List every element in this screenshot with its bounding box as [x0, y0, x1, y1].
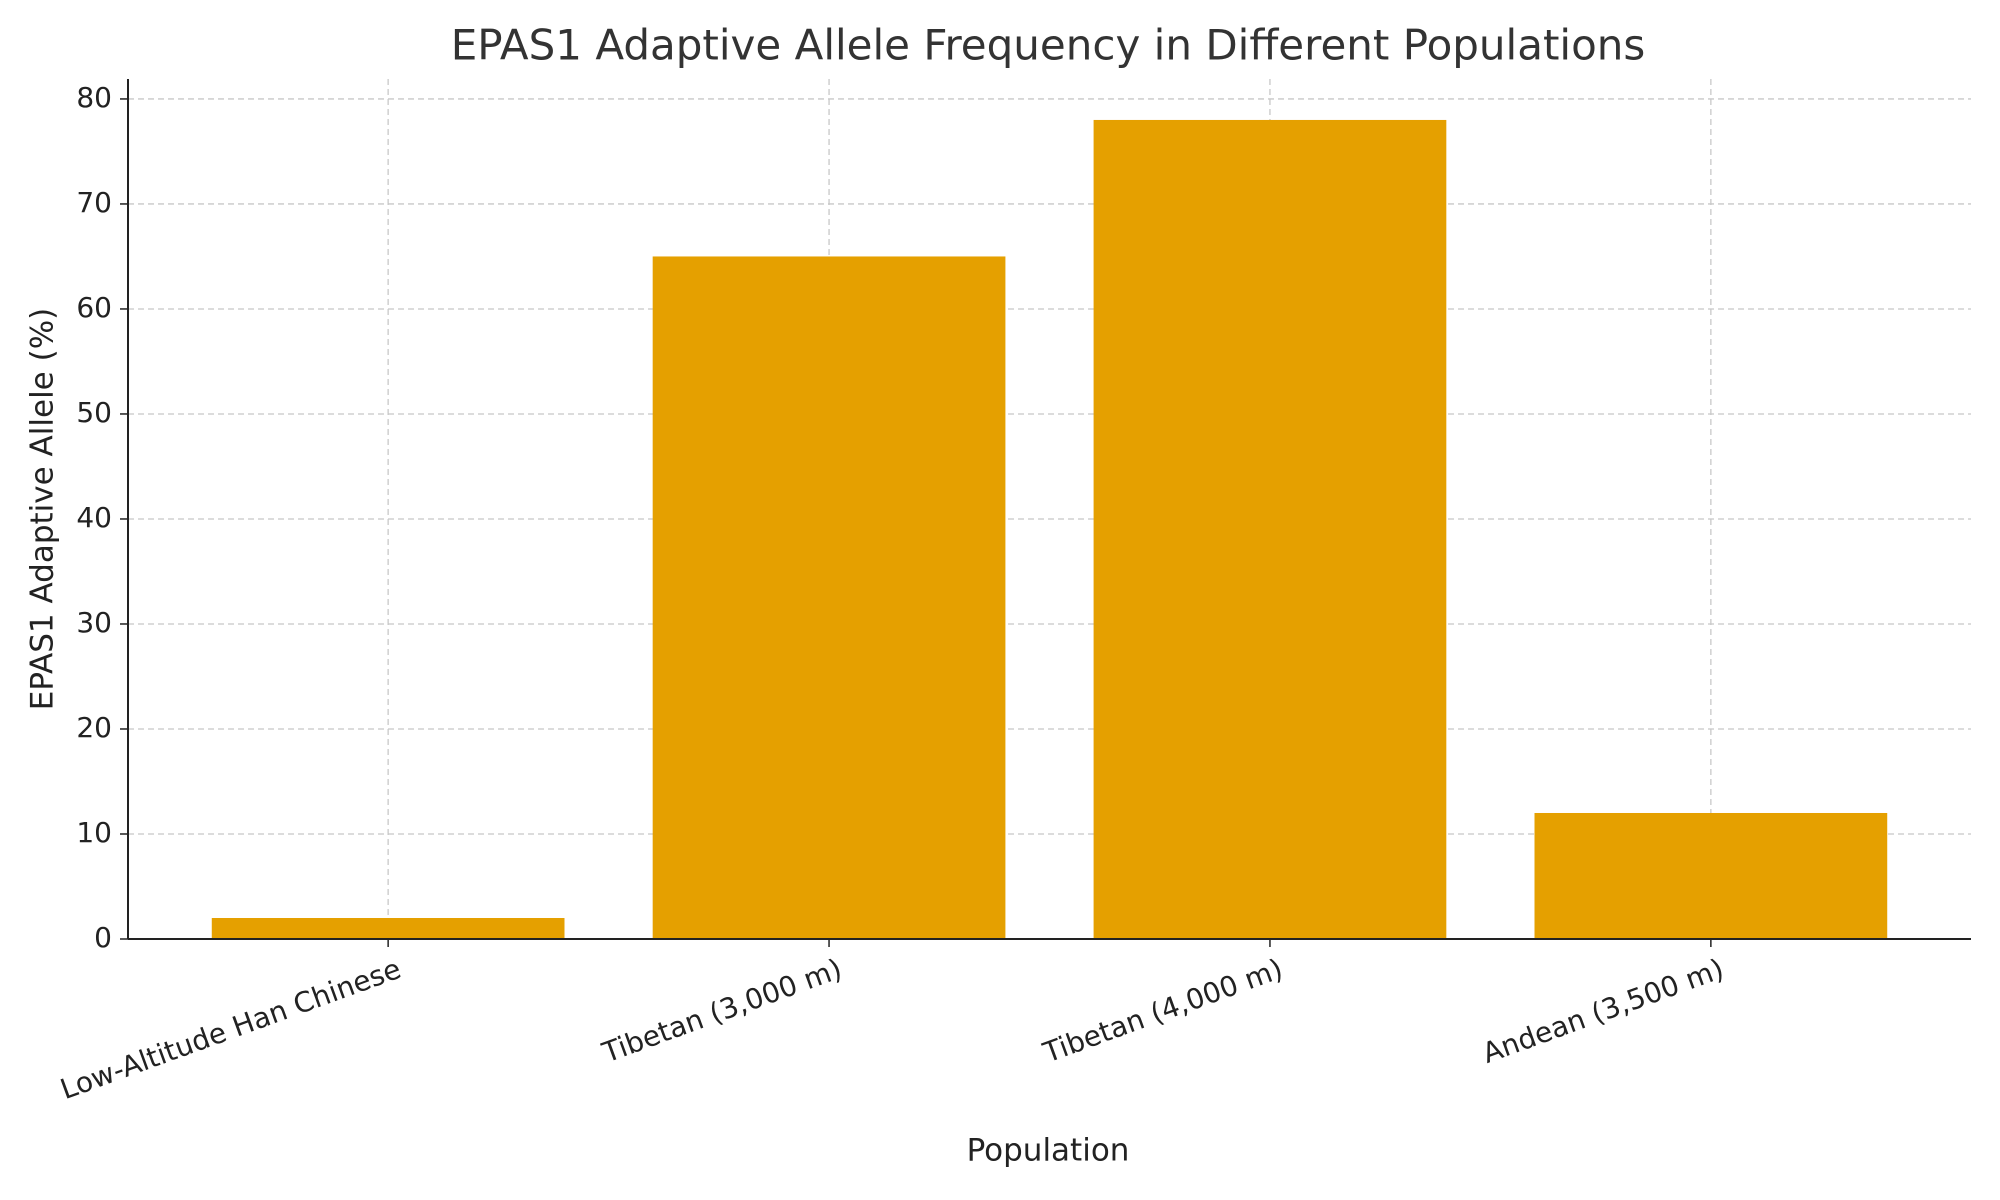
y-tick-label: 30: [76, 606, 112, 639]
y-tick-label: 40: [76, 501, 112, 534]
chart-title: EPAS1 Adaptive Allele Frequency in Diffe…: [451, 21, 1646, 70]
x-tick-label: Low-Altitude Han Chinese: [56, 952, 405, 1106]
bar: [652, 256, 1006, 939]
y-tick-label: 0: [94, 921, 112, 954]
y-tick-label: 20: [76, 711, 112, 744]
y-tick-label: 10: [76, 816, 112, 849]
x-tick-label: Andean (3,500 m): [1478, 952, 1728, 1070]
x-axis-label: Population: [967, 1133, 1130, 1169]
y-tick-label: 70: [76, 186, 112, 219]
bar: [211, 917, 565, 939]
y-tick-label: 80: [76, 81, 112, 114]
bar: [1093, 119, 1447, 939]
x-tick-label: Tibetan (3,000 m): [597, 952, 846, 1070]
y-tick-label: 60: [76, 291, 112, 324]
bar: [1534, 812, 1888, 939]
y-tick-label: 50: [76, 396, 112, 429]
x-tick-label: Tibetan (4,000 m): [1038, 952, 1287, 1070]
y-axis-label: EPAS1 Adaptive Allele (%): [25, 308, 61, 711]
